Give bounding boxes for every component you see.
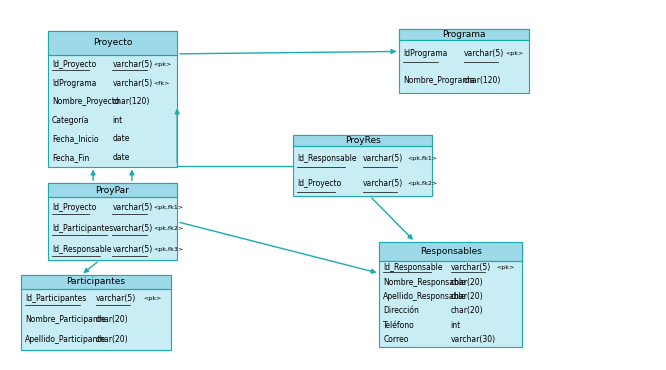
Text: <pk,fk2>: <pk,fk2> — [408, 181, 438, 186]
Text: IdPrograma: IdPrograma — [52, 78, 96, 88]
Text: <fk>: <fk> — [154, 81, 170, 85]
Text: char(120): char(120) — [113, 97, 150, 106]
Text: varchar(30): varchar(30) — [451, 335, 496, 344]
Text: Nombre_Responsable: Nombre_Responsable — [384, 278, 466, 287]
Bar — [48, 31, 177, 55]
Text: Id_Proyecto: Id_Proyecto — [52, 60, 96, 69]
Text: varchar(5): varchar(5) — [96, 294, 136, 303]
Text: date: date — [113, 134, 130, 143]
Text: <pk,fk2>: <pk,fk2> — [154, 226, 184, 231]
Text: Correo: Correo — [384, 335, 409, 344]
Text: IdPrograma: IdPrograma — [404, 49, 448, 58]
Text: Nombre_Participante: Nombre_Participante — [25, 315, 106, 324]
Text: <pk>: <pk> — [144, 296, 162, 301]
Bar — [48, 31, 177, 166]
Text: int: int — [113, 116, 123, 125]
Text: <pk>: <pk> — [154, 62, 172, 67]
Bar — [380, 242, 522, 347]
Text: char(20): char(20) — [96, 315, 129, 324]
Text: Fecha_Fin: Fecha_Fin — [52, 153, 89, 162]
Text: varchar(5): varchar(5) — [363, 179, 403, 188]
Text: varchar(5): varchar(5) — [113, 60, 153, 69]
Text: varchar(5): varchar(5) — [113, 203, 153, 212]
Text: varchar(5): varchar(5) — [113, 78, 153, 88]
Text: Fecha_Inicio: Fecha_Inicio — [52, 134, 99, 143]
Bar — [293, 135, 432, 146]
Bar — [21, 275, 170, 289]
Text: Responsables: Responsables — [420, 247, 482, 256]
Text: Id_Responsable: Id_Responsable — [384, 263, 443, 272]
Text: Proyecto: Proyecto — [93, 38, 132, 47]
Text: char(20): char(20) — [451, 278, 484, 287]
Text: char(20): char(20) — [96, 336, 129, 344]
Text: Teléfono: Teléfono — [384, 321, 415, 330]
Text: Categoría: Categoría — [52, 116, 89, 125]
Text: Dirección: Dirección — [384, 306, 420, 315]
Text: ProyRes: ProyRes — [345, 137, 381, 145]
Text: <pk,fk3>: <pk,fk3> — [154, 247, 184, 252]
Text: Programa: Programa — [442, 30, 486, 39]
Text: Id_Proyecto: Id_Proyecto — [52, 203, 96, 212]
Text: varchar(5): varchar(5) — [363, 154, 403, 163]
Text: <pk,fk1>: <pk,fk1> — [408, 156, 438, 161]
Text: <pk>: <pk> — [496, 265, 515, 270]
Text: Id_Proyecto: Id_Proyecto — [297, 179, 342, 188]
Text: ProyPar: ProyPar — [95, 186, 129, 195]
Text: char(20): char(20) — [451, 306, 484, 315]
Text: int: int — [451, 321, 461, 330]
Text: Nombre_Programa: Nombre_Programa — [404, 75, 475, 84]
Text: <pk>: <pk> — [505, 51, 523, 56]
Text: date: date — [113, 153, 130, 162]
Bar — [400, 29, 529, 40]
Text: varchar(5): varchar(5) — [464, 49, 504, 58]
Bar — [48, 183, 177, 260]
Text: Id_Participantes: Id_Participantes — [25, 294, 87, 303]
Text: Apellido_Participante: Apellido_Participante — [25, 336, 107, 344]
Text: Nombre_Proyecto: Nombre_Proyecto — [52, 97, 119, 106]
Bar — [293, 135, 432, 196]
Text: Participantes: Participantes — [67, 277, 125, 286]
Bar — [21, 275, 170, 350]
Text: <pk,fk1>: <pk,fk1> — [154, 205, 184, 210]
Text: char(120): char(120) — [464, 75, 501, 84]
Bar — [48, 183, 177, 197]
Text: varchar(5): varchar(5) — [113, 245, 153, 254]
Text: varchar(5): varchar(5) — [113, 224, 153, 233]
Bar — [380, 242, 522, 261]
Bar — [400, 29, 529, 93]
Text: Id_Responsable: Id_Responsable — [52, 245, 111, 254]
Text: Id_Responsable: Id_Responsable — [297, 154, 357, 163]
Text: Apellido_Responsable: Apellido_Responsable — [384, 292, 467, 301]
Text: char(20): char(20) — [451, 292, 484, 301]
Text: varchar(5): varchar(5) — [451, 263, 491, 272]
Text: Id_Participantes: Id_Participantes — [52, 224, 113, 233]
